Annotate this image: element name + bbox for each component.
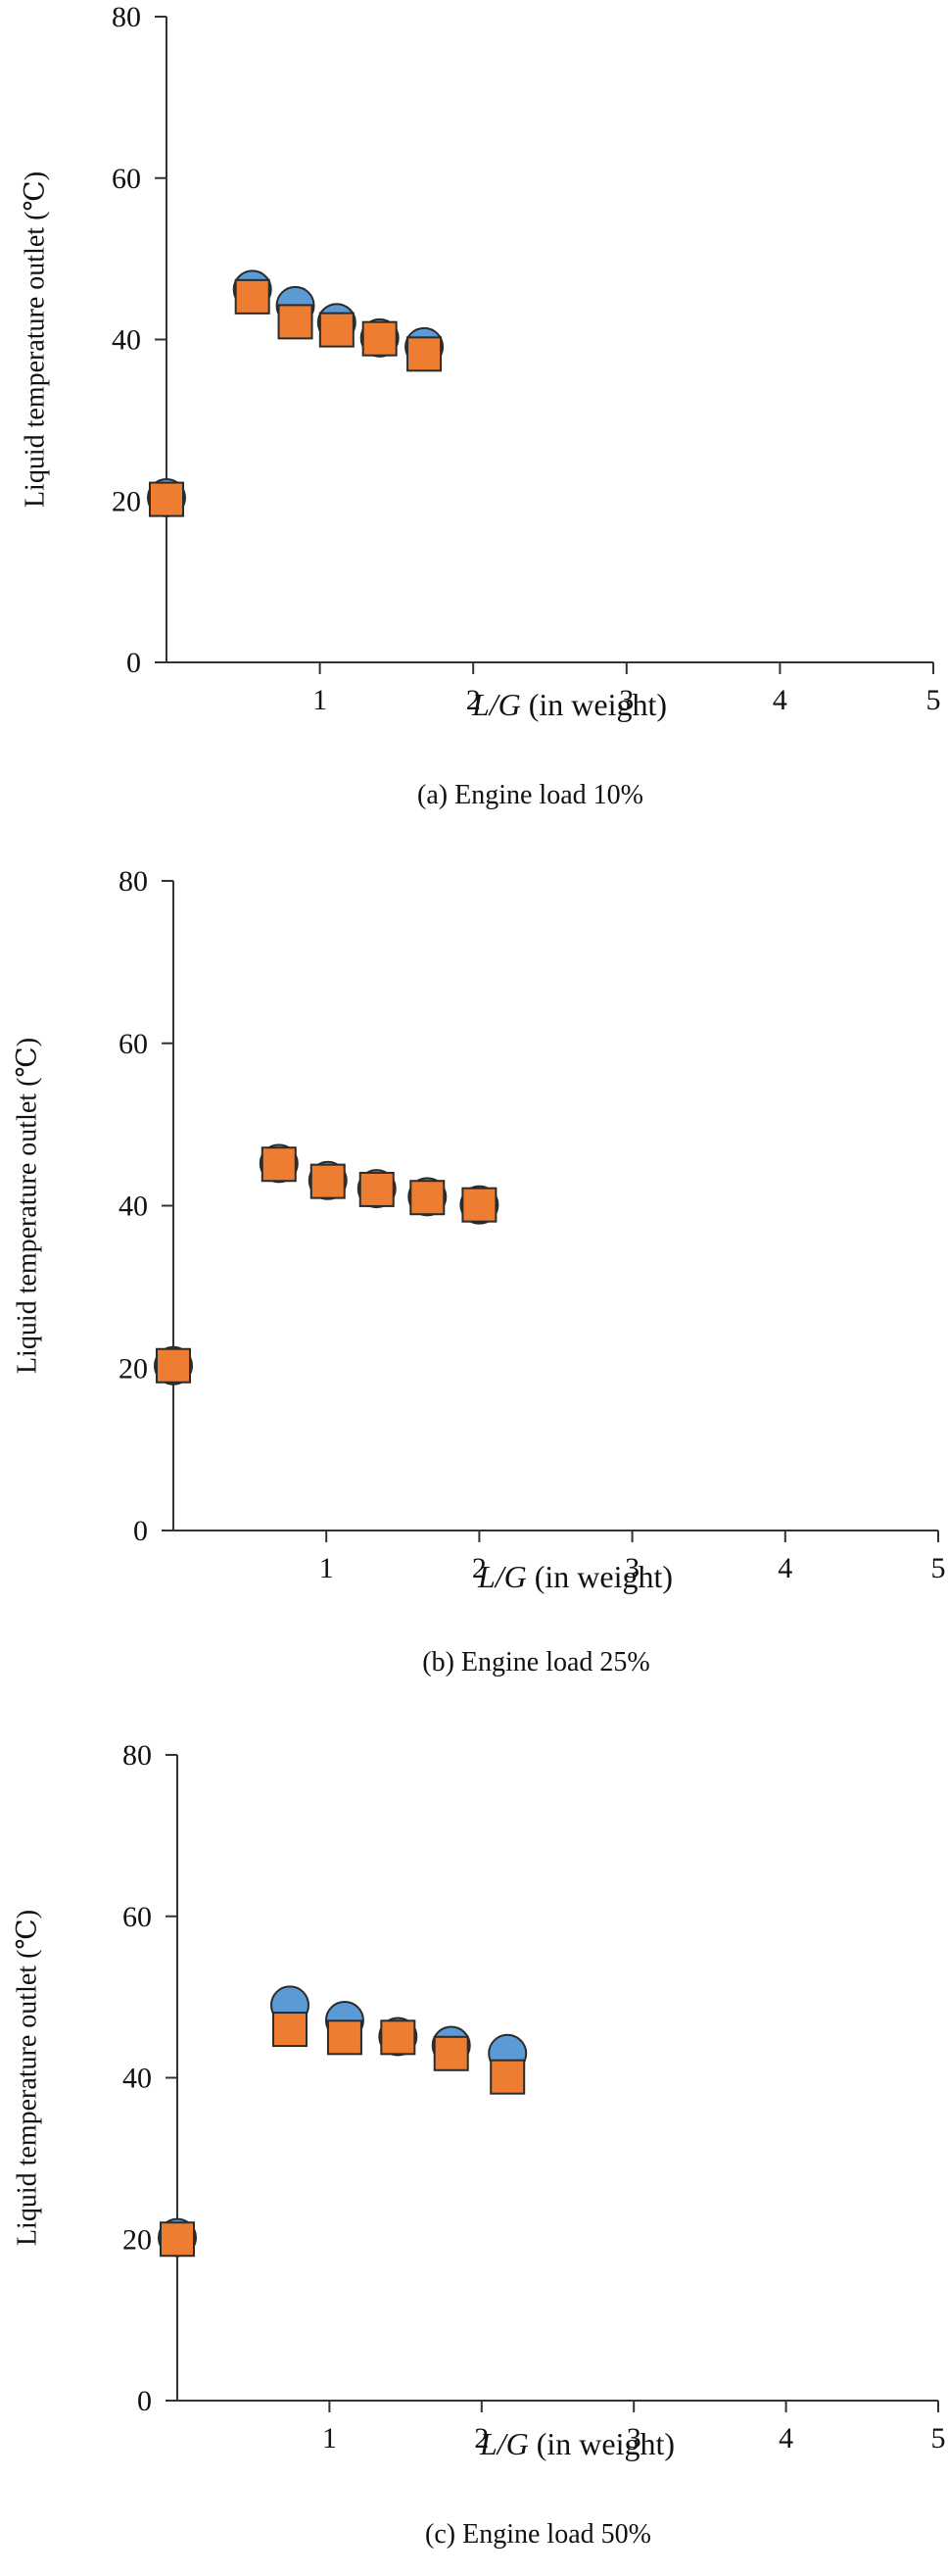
data-point-square [409,1180,446,1216]
chart-caption: (a) Engine load 10% [417,780,643,810]
x-tick-label: 1 [319,1552,334,1584]
x-axis-label: L/G (in weight) [477,1559,673,1594]
x-axis-label-rest: (in weight) [529,2426,675,2461]
x-tick-label: 5 [931,1552,946,1584]
y-tick-label: 60 [112,163,141,195]
x-axis-label-rest: (in weight) [527,1559,673,1594]
data-point-square [309,1163,346,1199]
x-tick-label: 4 [779,2422,793,2454]
y-tick-label: 40 [118,1191,148,1223]
chart-b: 0 20 40 60 80 1 2 3 4 5 Liquid temperature outlet … [12,865,946,1677]
y-tick-label: 60 [122,1901,152,1933]
data-point-square [358,1171,395,1207]
y-tick-label: 20 [112,485,141,517]
chart-caption: (b) Engine load 25% [422,1647,650,1677]
x-axis-label-rest: (in weight) [521,687,667,722]
chart-caption: (c) Engine load 50% [425,2519,651,2550]
x-tick-label: 5 [931,2422,946,2454]
data-point-square [160,2221,195,2258]
y-tick-label: 80 [112,1,141,33]
y-tick-label: 80 [122,1739,152,1772]
y-tick-label: 0 [133,1515,148,1547]
data-point-square [277,304,313,340]
data-point-square [234,278,270,315]
x-tick-label: 4 [773,684,787,716]
chart-a: 0 20 40 60 80 1 2 3 4 5 Liquid temperature outlet … [20,1,941,810]
y-tick-label: 0 [126,647,141,679]
y-axis-label: Liquid temperature outlet (℃) [12,1910,42,2246]
y-axis-label: Liquid temperature outlet (℃) [20,171,50,508]
data-point-square [261,1146,297,1183]
y-tick-label: 20 [122,2223,152,2256]
x-tick-label: 2 [472,1552,487,1584]
data-point-square [326,2019,362,2056]
x-tick-label: 3 [627,2422,641,2454]
y-tick-label: 40 [122,2063,152,2095]
x-tick-label: 2 [474,2422,489,2454]
x-tick-label: 4 [778,1552,792,1584]
x-axis-label: L/G (in weight) [479,2426,675,2461]
x-axis-label-italic: L/G [479,2426,529,2461]
y-tick-label: 0 [137,2385,152,2417]
chart-panel-a: 0 20 40 60 80 1 2 3 4 5 Liquid temperature outlet … [0,0,948,843]
x-tick-label: 3 [625,1552,640,1584]
x-tick-label: 5 [926,684,941,716]
data-point-square [271,2012,308,2048]
y-tick-label: 20 [118,1352,148,1385]
data-point-square [318,312,355,348]
y-tick-label: 40 [112,324,141,357]
data-point-square [361,320,398,357]
data-point-square [433,2035,469,2071]
y-tick-label: 60 [118,1028,148,1060]
x-axis-label: L/G (in weight) [471,687,667,722]
data-point-square [461,1187,498,1223]
data-point-square [380,2019,416,2056]
data-point-square [490,2059,526,2095]
x-tick-label: 1 [322,2422,337,2454]
data-point-square [156,1347,191,1384]
x-tick-label: 1 [312,684,327,716]
data-point-square [406,336,443,372]
x-tick-label: 2 [466,684,481,716]
y-tick-label: 80 [118,865,148,898]
y-axis-label: Liquid temperature outlet (℃) [12,1038,42,1374]
x-tick-label: 3 [619,684,634,716]
x-axis-label-italic: L/G [471,687,521,722]
x-axis-label-italic: L/G [477,1559,527,1594]
data-point-square [149,481,184,517]
